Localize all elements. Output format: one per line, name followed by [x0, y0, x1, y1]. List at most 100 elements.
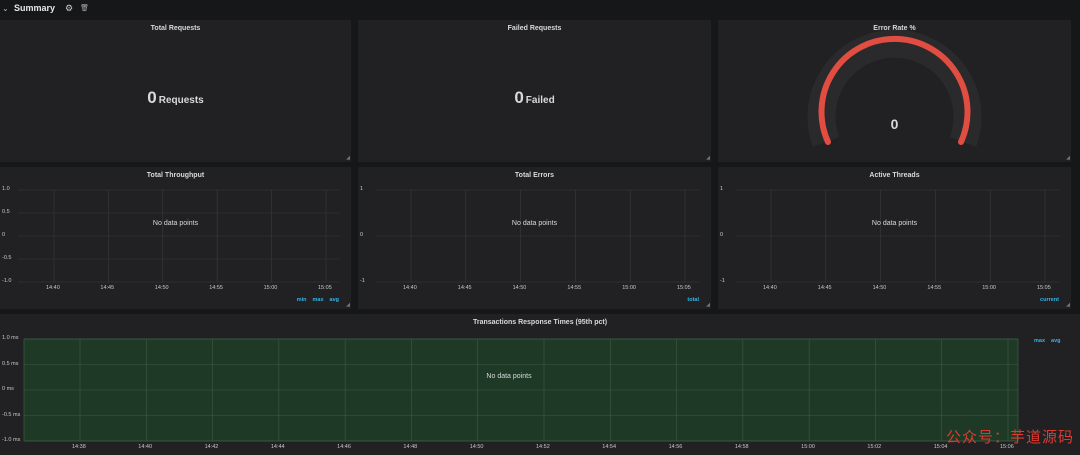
stat-number: 0	[147, 88, 157, 107]
x-tick-label: 14:38	[72, 444, 86, 450]
y-tick-label: 1.0 ms	[2, 335, 19, 341]
legend-item[interactable]: max	[1034, 338, 1046, 344]
y-tick-label: -1.0 ms	[2, 437, 21, 443]
graph-grid	[23, 338, 1019, 442]
graph-grid	[376, 189, 700, 283]
resize-handle[interactable]: ◢	[346, 302, 350, 308]
y-tick-label: -1.0	[2, 278, 12, 284]
x-tick-label: 15:05	[677, 285, 691, 291]
panel-title[interactable]: Failed Requests	[507, 25, 562, 32]
watermark-text: 公众号：芋道源码	[945, 428, 1074, 446]
y-tick-label: 0.5	[2, 209, 10, 215]
x-tick-label: 14:55	[209, 285, 223, 291]
y-tick-label: 0	[2, 232, 6, 238]
no-data-text: No data points	[486, 373, 532, 380]
x-tick-label: 14:55	[567, 285, 582, 291]
resize-handle[interactable]: ◢	[706, 302, 710, 308]
x-tick-label: 15:02	[867, 444, 882, 450]
legend: max avg	[1034, 338, 1061, 344]
x-tick-label: 14:40	[138, 444, 153, 450]
x-tick-label: 14:50	[872, 285, 887, 291]
x-tick-label: 14:48	[403, 444, 418, 450]
resize-handle[interactable]: ◢	[346, 155, 350, 161]
panel-title[interactable]: Transactions Response Times (95th pct)	[472, 319, 608, 326]
panel-title[interactable]: Error Rate %	[873, 25, 916, 32]
panel-total-requests[interactable]: Total Requests 0 Requests ◢	[0, 20, 351, 162]
y-tick-label: -0.5 ms	[2, 411, 21, 418]
x-tick-label: 14:52	[536, 444, 550, 450]
x-tick-label: 15:05	[1037, 285, 1051, 291]
graph-grid	[736, 189, 1060, 283]
x-tick-label: 14:50	[154, 285, 169, 291]
legend-item[interactable]: avg	[1051, 338, 1061, 344]
no-data-text: No data points	[152, 220, 199, 227]
legend-item[interactable]: total	[687, 297, 699, 303]
y-tick-label: -1	[720, 278, 725, 284]
y-tick-label: 0	[360, 232, 364, 238]
x-tick-label: 15:05	[318, 285, 332, 291]
chevron-down-icon[interactable]: ⌄	[2, 3, 9, 13]
x-tick-label: 14:58	[734, 444, 749, 450]
x-tick-label: 15:06	[1000, 444, 1014, 450]
x-tick-label: 14:45	[100, 285, 115, 291]
resize-handle[interactable]: ◢	[1066, 155, 1070, 161]
panel-failed-requests[interactable]: Failed Requests 0 Failed ◢	[358, 20, 711, 162]
panel-title[interactable]: Active Threads	[869, 172, 920, 179]
row-title[interactable]: Summary	[14, 3, 56, 13]
gauge	[807, 29, 982, 147]
legend-item[interactable]: min	[296, 297, 307, 303]
x-tick-label: 14:44	[270, 444, 285, 450]
x-tick-label: 15:00	[801, 444, 815, 450]
panel-active-threads[interactable]: Active Threads No data points current ◢ …	[718, 167, 1071, 309]
x-tick-label: 14:42	[204, 444, 219, 450]
row-header: ⌄ Summary ⚙ 🗑	[0, 0, 1080, 16]
y-tick-label: 1	[720, 186, 724, 192]
y-tick-label: 1.0	[2, 186, 10, 192]
x-tick-label: 14:45	[817, 285, 832, 291]
panel-title[interactable]: Total Errors	[514, 172, 555, 179]
y-tick-label: 0	[720, 232, 724, 238]
legend: total	[687, 297, 699, 303]
x-tick-label: 14:40	[46, 285, 60, 291]
legend-item[interactable]: max	[312, 297, 324, 303]
x-tick-label: 14:40	[763, 285, 777, 291]
x-tick-label: 14:50	[512, 285, 527, 291]
stat-value: 0 Requests	[0, 88, 351, 108]
legend: current	[1040, 297, 1059, 303]
x-tick-label: 15:04	[933, 444, 948, 450]
panel-total-throughput[interactable]: Total Throughput No data points min max av…	[0, 167, 351, 309]
x-tick-label: 14:40	[403, 285, 417, 291]
no-data-text: No data points	[511, 220, 558, 227]
x-tick-label: 14:55	[927, 285, 942, 291]
x-tick-label: 14:46	[337, 444, 351, 450]
x-tick-label: 15:00	[263, 285, 278, 291]
legend-item[interactable]: current	[1040, 297, 1059, 303]
stat-unit: Requests	[158, 95, 204, 106]
panel-response-times[interactable]: Transactions Response Times (95th pct) N…	[0, 314, 1080, 455]
stat-number: 0	[514, 88, 524, 107]
x-tick-label: 14:50	[469, 444, 484, 450]
x-tick-label: 14:56	[668, 444, 683, 450]
legend-item[interactable]: avg	[329, 297, 339, 303]
gauge-value: 0	[890, 116, 899, 132]
graph-grid	[18, 189, 340, 283]
y-tick-label: 0.5 ms	[2, 360, 19, 367]
resize-handle[interactable]: ◢	[706, 155, 710, 161]
panel-total-errors[interactable]: Total Errors No data points total ◢ 1 0 -1…	[358, 167, 711, 309]
y-tick-label: 0 ms	[2, 386, 14, 392]
stat-unit: Failed	[525, 95, 555, 106]
stat-value: 0 Failed	[358, 88, 711, 108]
panel-title[interactable]: Total Throughput	[146, 172, 205, 179]
no-data-text: No data points	[871, 220, 918, 227]
resize-handle[interactable]: ◢	[1066, 302, 1070, 308]
x-tick-label: 15:00	[982, 285, 996, 291]
panel-title[interactable]: Total Requests	[150, 25, 201, 32]
x-tick-label: 14:54	[602, 444, 617, 450]
gear-icon[interactable]: ⚙	[65, 2, 74, 13]
y-tick-label: 1	[360, 186, 364, 192]
panel-error-rate[interactable]: Error Rate % 0 ◢	[718, 20, 1071, 162]
legend: min max avg	[297, 297, 339, 303]
x-tick-label: 15:00	[622, 285, 636, 291]
trash-icon[interactable]: 🗑	[80, 5, 89, 12]
y-tick-label: -0.5	[2, 255, 12, 261]
